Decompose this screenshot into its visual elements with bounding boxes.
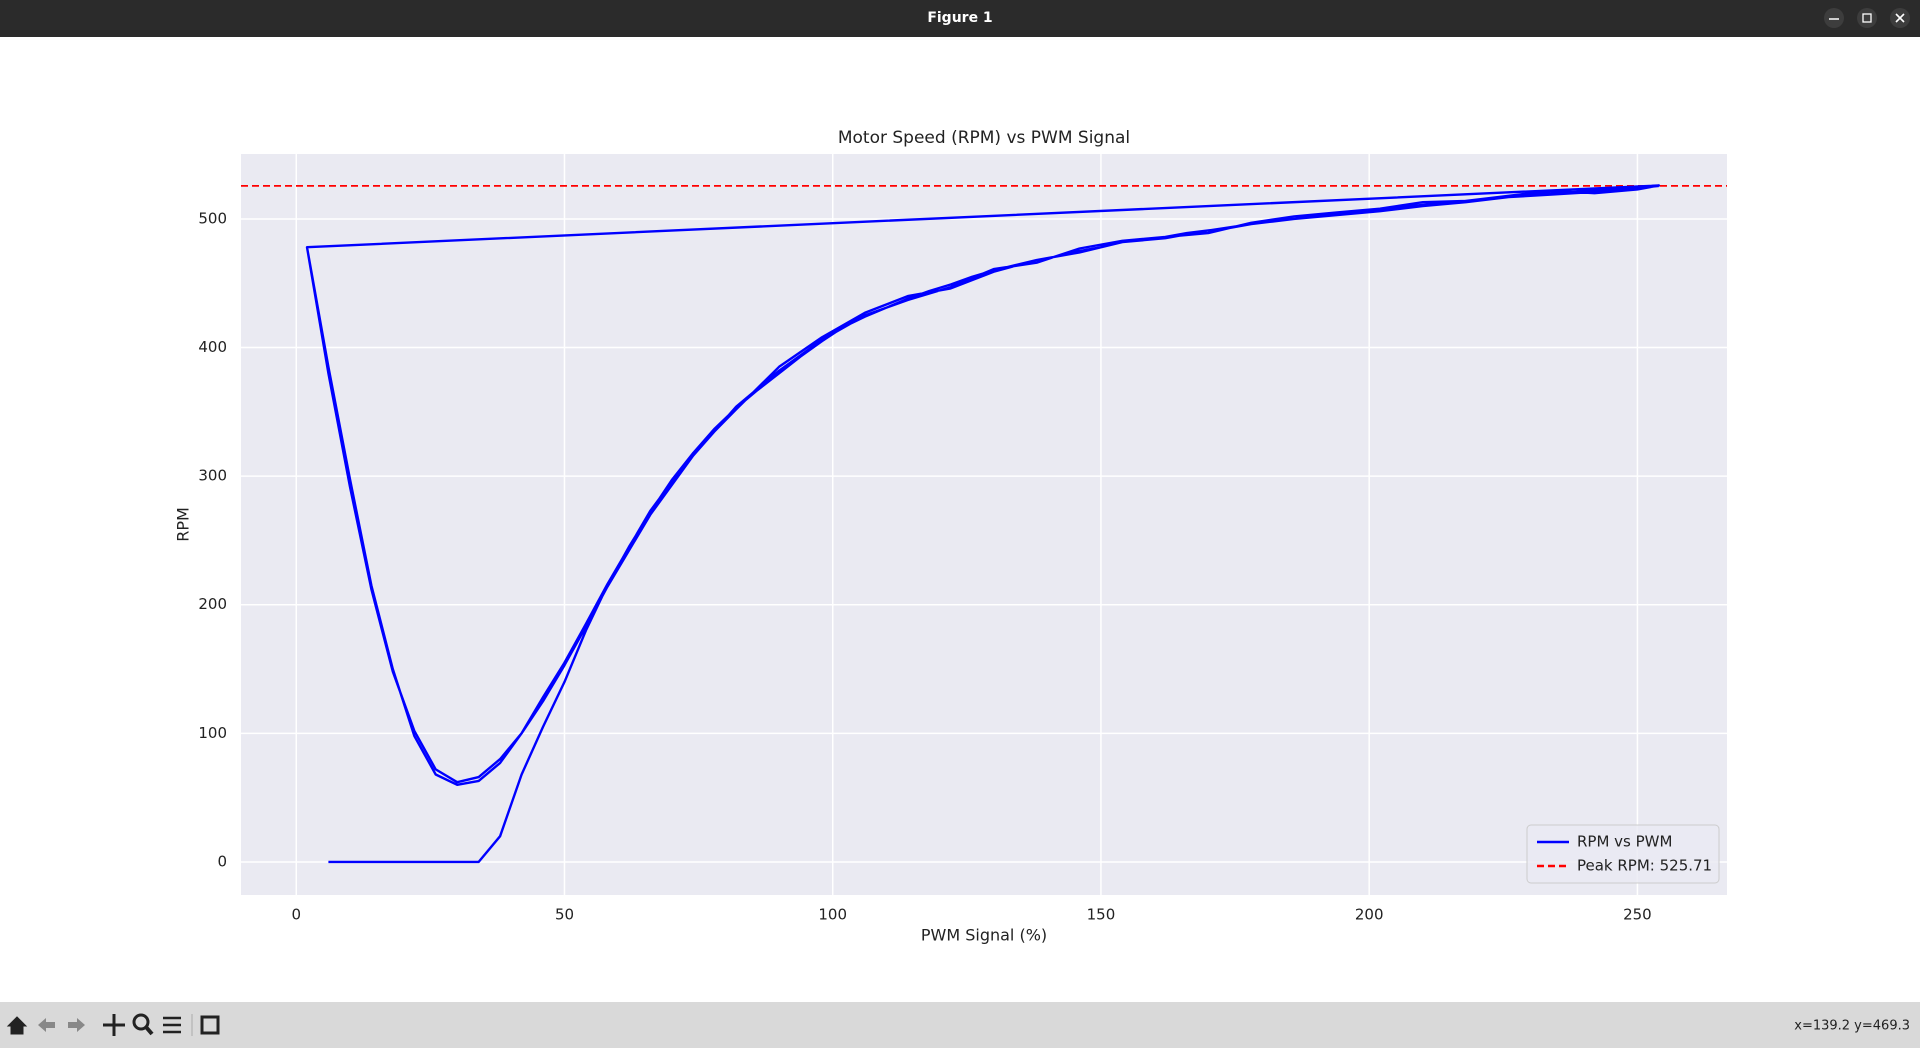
data-line xyxy=(305,184,1661,864)
zoom-button[interactable] xyxy=(132,1013,154,1036)
x-tick-label: 0 xyxy=(291,906,301,924)
pan-button[interactable] xyxy=(103,1014,125,1036)
legend-box xyxy=(1526,824,1720,884)
chart: 0 50 100 150 200 250 0 100 200 300 400 500 Motor Spe… xyxy=(174,128,1727,945)
x-tick-label: 100 xyxy=(818,906,847,924)
y-tick-label: 0 xyxy=(217,852,227,870)
y-tick-label: 200 xyxy=(198,595,227,613)
y-tick-label: 500 xyxy=(198,209,227,227)
y-axis-label: RPM xyxy=(174,507,193,542)
x-tick-label: 150 xyxy=(1087,906,1116,924)
minimize-button[interactable] xyxy=(1824,8,1844,28)
save-button[interactable] xyxy=(200,1015,220,1035)
x-axis-label: PWM Signal (%) xyxy=(921,926,1047,945)
legend-label: RPM vs PWM xyxy=(1577,833,1672,851)
chart-title: Motor Speed (RPM) vs PWM Signal xyxy=(838,128,1130,148)
maximize-button[interactable] xyxy=(1857,8,1877,28)
legend: RPM vs PWM Peak RPM: 525.71 xyxy=(1526,824,1720,884)
title-bar xyxy=(0,0,1920,37)
window-controls[interactable] xyxy=(1824,8,1910,28)
window-title: Figure 1 xyxy=(927,10,992,26)
y-tick-label: 300 xyxy=(198,467,227,485)
configure-button[interactable] xyxy=(163,1016,181,1034)
status-text: x=139.2 y=469.3 xyxy=(1794,1019,1910,1034)
toolbar xyxy=(0,1002,1920,1048)
forward-button[interactable] xyxy=(68,1018,85,1032)
x-tick-label: 50 xyxy=(555,906,574,924)
home-button[interactable] xyxy=(6,1016,28,1035)
x-tick-label: 200 xyxy=(1355,906,1384,924)
y-tick-label: 100 xyxy=(198,724,227,742)
back-button[interactable] xyxy=(38,1018,55,1032)
legend-label: Peak RPM: 525.71 xyxy=(1577,857,1712,875)
y-tick-label: 400 xyxy=(198,338,227,356)
x-tick-label: 250 xyxy=(1623,906,1652,924)
